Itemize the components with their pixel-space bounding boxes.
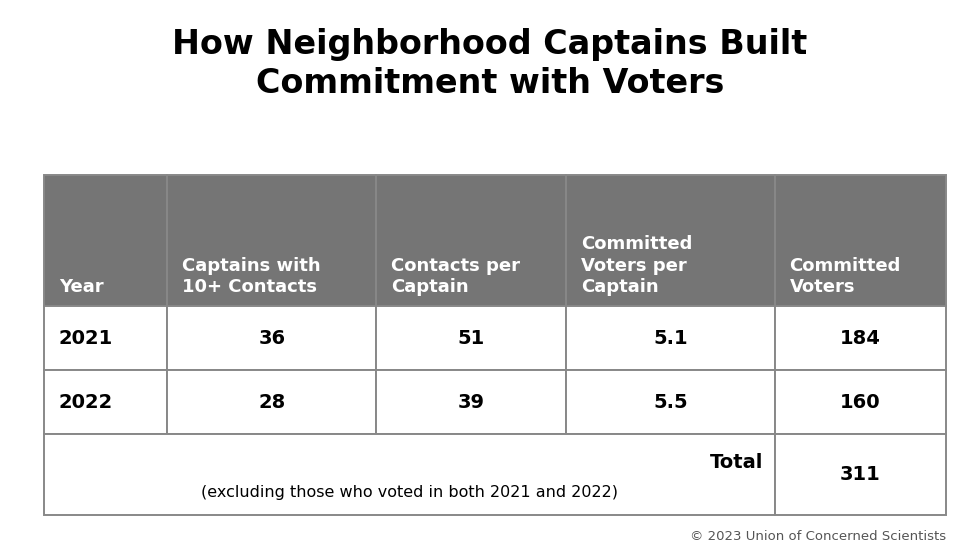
Bar <box>775 175 946 306</box>
Bar <box>44 434 775 515</box>
Text: Total: Total <box>710 453 763 472</box>
Text: Year: Year <box>59 278 104 296</box>
Text: 311: 311 <box>840 465 881 485</box>
Bar <box>44 306 168 370</box>
Text: How Neighborhood Captains Built
Commitment with Voters: How Neighborhood Captains Built Commitme… <box>172 28 808 100</box>
Bar <box>566 175 775 306</box>
Bar <box>566 306 775 370</box>
Bar <box>775 370 946 434</box>
Text: © 2023 Union of Concerned Scientists: © 2023 Union of Concerned Scientists <box>690 530 946 543</box>
Bar <box>566 370 775 434</box>
Bar <box>376 370 566 434</box>
Text: 2022: 2022 <box>59 393 113 412</box>
Text: 160: 160 <box>840 393 881 412</box>
Text: 39: 39 <box>458 393 485 412</box>
Text: Captains with
10+ Contacts: Captains with 10+ Contacts <box>182 257 320 296</box>
Text: 5.1: 5.1 <box>653 329 688 348</box>
Text: 51: 51 <box>458 329 485 348</box>
Text: Contacts per
Captain: Contacts per Captain <box>391 257 520 296</box>
Bar <box>376 306 566 370</box>
Bar <box>168 370 376 434</box>
Bar <box>44 175 168 306</box>
Text: 2021: 2021 <box>59 329 113 348</box>
Bar <box>775 434 946 515</box>
Bar <box>168 306 376 370</box>
Text: 36: 36 <box>259 329 285 348</box>
Bar <box>376 175 566 306</box>
Text: 184: 184 <box>840 329 881 348</box>
Bar <box>168 175 376 306</box>
Text: 5.5: 5.5 <box>653 393 688 412</box>
Text: 28: 28 <box>259 393 285 412</box>
Bar <box>775 306 946 370</box>
Text: Committed
Voters per
Captain: Committed Voters per Captain <box>581 235 692 296</box>
Text: Committed
Voters: Committed Voters <box>790 257 901 296</box>
Text: (excluding those who voted in both 2021 and 2022): (excluding those who voted in both 2021 … <box>201 485 618 500</box>
Bar <box>44 370 168 434</box>
